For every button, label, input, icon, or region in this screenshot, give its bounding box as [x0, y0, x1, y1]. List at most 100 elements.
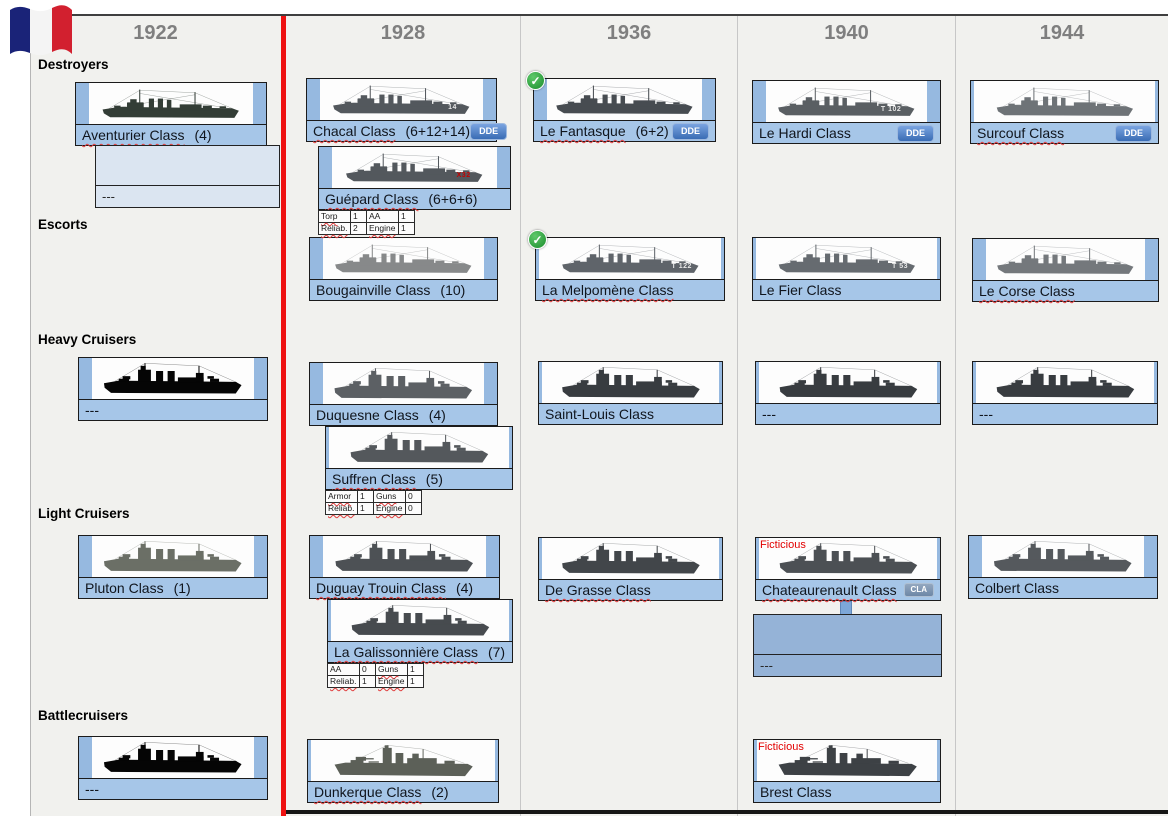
cruiser-silhouette-icon: [95, 741, 251, 777]
ship-count: (6+12+14): [405, 123, 471, 139]
ship-image: X32: [319, 147, 510, 189]
ship-box-hardi[interactable]: T 102 Le Hardi Class DDE: [752, 80, 941, 144]
ship-image: [308, 740, 498, 782]
ship-class-label: Saint-Louis Class: [545, 406, 654, 422]
ship-box-chateaurenault[interactable]: Ficticious Chateaurenault Class CLA: [755, 537, 941, 601]
ship-box-heavy-cruiser-1940[interactable]: ---: [755, 361, 941, 425]
ship-box-corse[interactable]: Le Corse Class: [972, 238, 1159, 302]
ship-image: [79, 536, 267, 578]
ship-box-guepard[interactable]: X32 Guépard Class (6+6+6): [318, 146, 511, 210]
placeholder-box-light-cruisers-1940[interactable]: ---: [753, 614, 942, 677]
placeholder-image-area: [754, 615, 941, 655]
stat-value: 1: [357, 490, 374, 503]
ship-class-label: Duquesne Class: [316, 407, 419, 423]
stat-value: 1: [407, 675, 424, 688]
ship-image: Ficticious: [754, 740, 940, 782]
column-divider: [737, 16, 738, 816]
destroyer-silhouette-icon: [989, 243, 1142, 279]
ship-box-brest[interactable]: Ficticious Brest Class: [753, 739, 941, 803]
year-header-1928: 1928: [380, 22, 426, 44]
red-divider-line: [281, 16, 286, 816]
ship-class-label: ---: [762, 406, 776, 422]
ship-image: [310, 363, 497, 405]
destroyer-silhouette-icon: [543, 242, 718, 278]
ship-box-duguay[interactable]: Duguay Trouin Class (4): [309, 535, 500, 599]
ship-class-label: Duguay Trouin Class: [316, 580, 446, 596]
ship-box-battlecruiser-1922[interactable]: ---: [78, 736, 268, 800]
stats-table-guepard: Torp 1 AA 1 Reliab. 2 Engine 1: [318, 210, 415, 235]
ship-image: [971, 81, 1158, 123]
ship-box-suffren[interactable]: Suffren Class (5): [325, 426, 513, 490]
destroyer-silhouette-icon: [92, 87, 249, 123]
ship-class-label: Le Corse Class: [979, 283, 1075, 299]
ship-box-heavy-cruiser-1922[interactable]: ---: [78, 357, 268, 421]
stat-key: Armor: [325, 490, 358, 503]
cruiser-silhouette-icon: [985, 540, 1141, 576]
dde-badge[interactable]: DDE: [896, 124, 934, 142]
stat-value: 1: [398, 222, 415, 235]
ship-image: T 122: [536, 238, 724, 280]
ship-class-label: Chacal Class: [313, 123, 396, 139]
ship-class-label: Bougainville Class: [316, 282, 431, 298]
ship-box-colbert[interactable]: Colbert Class: [968, 535, 1158, 599]
ship-class-label: Suffren Class: [332, 471, 416, 487]
dde-badge[interactable]: DDE: [671, 122, 709, 140]
hull-number: X32: [456, 172, 471, 179]
cruiser-silhouette-icon: [546, 542, 716, 578]
ship-class-label: Le Fantasque: [540, 123, 626, 139]
ship-box-chacal[interactable]: 14 Chacal Class (6+12+14) DDE: [306, 78, 508, 142]
ship-box-duquesne[interactable]: Duquesne Class (4): [309, 362, 498, 426]
destroyer-silhouette-icon: [760, 242, 934, 278]
ship-class-label: ---: [85, 781, 99, 797]
ship-box-fantasque[interactable]: ✓ Le Fantasque (6+2) DDE: [526, 71, 716, 142]
stat-key: Guns: [373, 490, 406, 503]
destroyer-silhouette-icon: [323, 83, 479, 119]
ship-image: 14: [307, 79, 496, 121]
dde-badge[interactable]: DDE: [470, 122, 508, 140]
ship-class-label: La Melpomène Class: [542, 282, 674, 298]
cruiser-silhouette-icon: [763, 366, 934, 402]
ship-box-surcouf[interactable]: Surcouf Class DDE: [970, 80, 1159, 144]
ship-box-aventurier[interactable]: Aventurier Class (4): [75, 82, 267, 146]
year-header-1922: 1922: [133, 22, 178, 44]
ship-image: [973, 362, 1157, 404]
ship-count: (4): [194, 127, 212, 143]
hull-number: T 53: [892, 263, 909, 270]
dde-badge[interactable]: DDE: [1114, 124, 1152, 142]
category-light-cruisers: Light Cruisers: [38, 506, 130, 521]
cruiser-silhouette-icon: [546, 366, 716, 402]
ship-class-label: Colbert Class: [975, 580, 1060, 596]
stat-value: 1: [407, 663, 424, 676]
ship-count: (7): [487, 644, 506, 660]
ship-box-degrasse[interactable]: De Grasse Class: [538, 537, 723, 601]
ship-image: [969, 536, 1157, 578]
cla-badge[interactable]: CLA: [903, 583, 934, 597]
stats-table-galissonniere: AA 0 Guns 1 Reliab. 1 Engine 1: [327, 663, 424, 688]
ship-image: [756, 362, 940, 404]
ship-box-galissonniere[interactable]: La Galissonnière Class (7): [327, 599, 513, 663]
placeholder-box-destroyers-1922[interactable]: ---: [95, 145, 280, 208]
ship-count: (10): [440, 282, 466, 298]
ship-image: [79, 358, 267, 400]
ship-class-label: Surcouf Class: [977, 125, 1065, 141]
stat-key: AA: [327, 663, 360, 676]
ship-count: (4): [428, 407, 446, 423]
ship-image: [328, 600, 512, 642]
stat-value: 2: [350, 222, 367, 235]
stat-key: Reliab.: [327, 675, 360, 688]
ship-box-bougainville[interactable]: Bougainville Class (10): [309, 237, 498, 301]
checked-icon: ✓: [528, 230, 547, 249]
ship-box-heavy-cruiser-1944[interactable]: ---: [972, 361, 1158, 425]
ship-class-label: Aventurier Class: [82, 127, 185, 143]
ship-box-pluton[interactable]: Pluton Class (1): [78, 535, 268, 599]
ship-image: [973, 239, 1158, 281]
ship-box-saintlouis[interactable]: Saint-Louis Class: [538, 361, 723, 425]
ship-count: (5): [425, 471, 443, 487]
ship-box-melpomene[interactable]: ✓ T 122 La Melpomène Class: [528, 230, 725, 301]
ship-box-fier[interactable]: T 53 Le Fier Class: [752, 237, 941, 301]
year-header-1944: 1944: [1039, 22, 1085, 44]
ship-box-dunkerque[interactable]: Dunkerque Class (2): [307, 739, 499, 803]
ship-class-label: ---: [979, 406, 993, 422]
ship-class-label: Chateaurenault Class: [762, 582, 897, 598]
ship-class-label: Guépard Class: [325, 191, 419, 207]
